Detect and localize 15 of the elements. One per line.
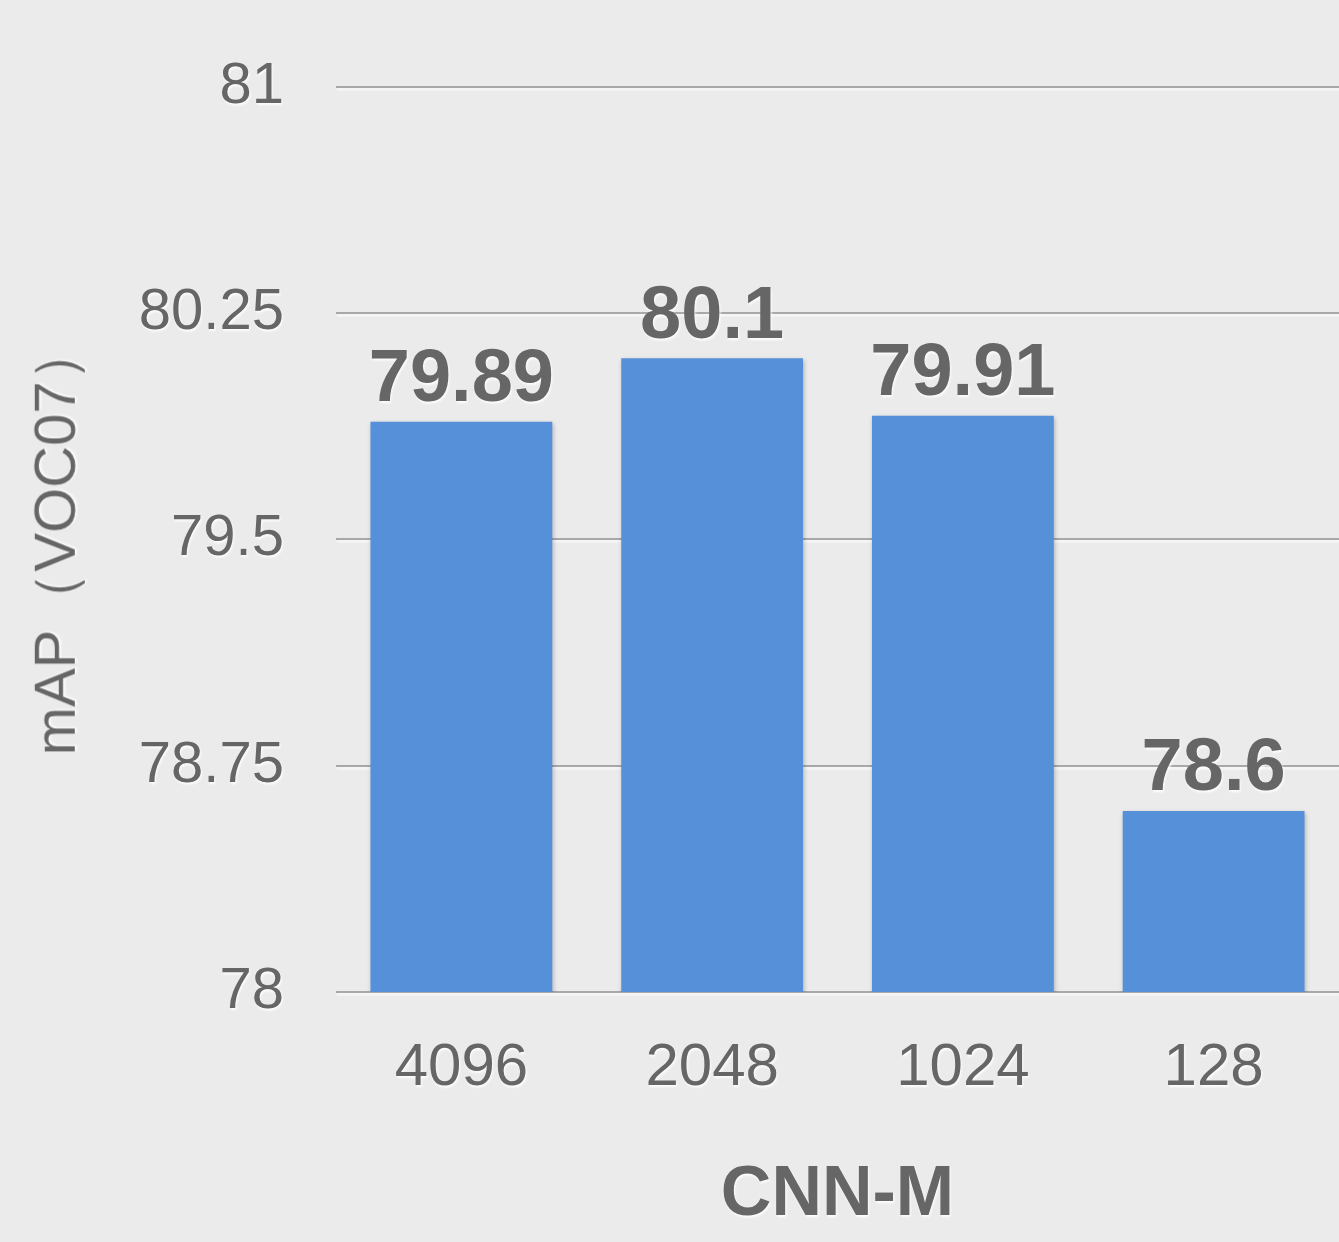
data-label: 80.1 [640,270,785,354]
x-tick-label: 1024 [896,1030,1030,1098]
data-label: 78.6 [1141,723,1286,807]
x-tick-label: 4096 [394,1030,529,1098]
x-axis-title: CNN-M [720,1152,955,1231]
y-tick-label: 78 [219,955,284,1020]
y-axis-title: mAP（VOC07） [21,323,87,756]
x-tick-label: 128 [1163,1030,1264,1098]
data-label: 79.91 [870,328,1056,412]
data-label: 79.89 [368,334,554,418]
y-tick-label: 81 [219,49,284,115]
y-tick-label: 79.5 [171,502,284,568]
y-tick-label: 78.75 [138,728,284,794]
x-tick-label: 2048 [645,1030,779,1098]
y-tick-label: 80.25 [138,276,284,342]
